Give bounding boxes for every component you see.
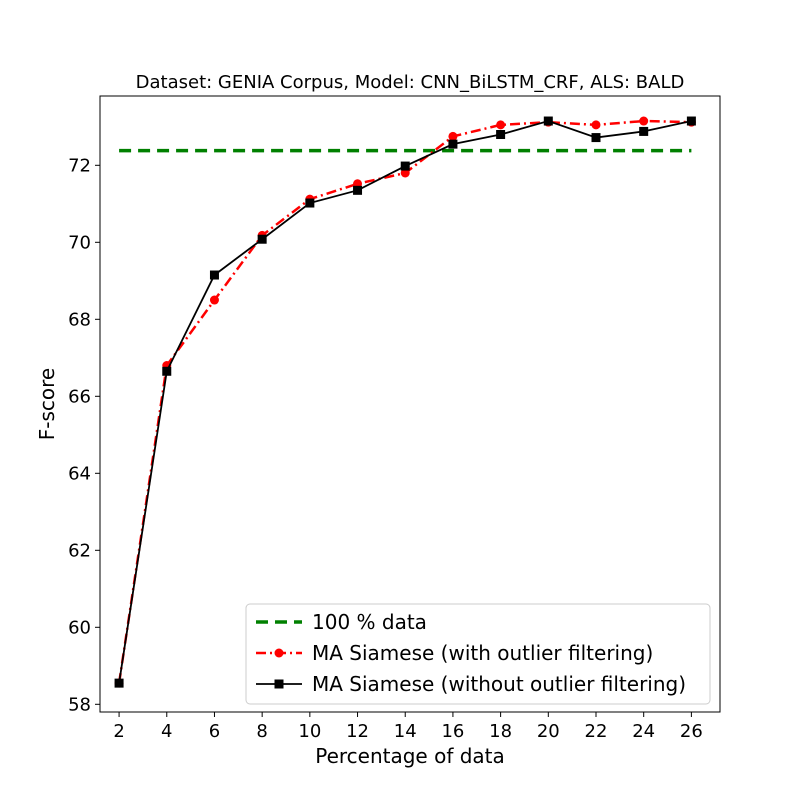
y-tick-label: 72 bbox=[68, 155, 91, 176]
series-line-3 bbox=[118, 120, 692, 684]
x-tick-label: 14 bbox=[394, 721, 417, 742]
y-tick-label: 58 bbox=[68, 694, 91, 715]
data-point bbox=[639, 116, 649, 126]
data-point bbox=[257, 234, 267, 244]
legend-marker bbox=[274, 679, 284, 689]
legend-label: 100 % data bbox=[312, 610, 427, 634]
y-tick-label: 66 bbox=[68, 386, 91, 407]
y-axis-label: F-score bbox=[35, 368, 59, 440]
y-tick-label: 60 bbox=[68, 617, 91, 638]
plot-lines bbox=[114, 116, 696, 688]
legend: 100 % data MA Siamese (with outlier filte… bbox=[245, 603, 711, 705]
data-point bbox=[591, 120, 601, 130]
data-point bbox=[448, 139, 458, 149]
chart-title: Dataset: GENIA Corpus, Model: CNN_BiLSTM… bbox=[136, 72, 685, 93]
x-tick-label: 10 bbox=[298, 721, 321, 742]
data-point bbox=[400, 168, 410, 178]
y-tick-label: 70 bbox=[68, 232, 91, 253]
data-point bbox=[209, 295, 219, 305]
legend-label: MA Siamese (without outlier filtering) bbox=[312, 672, 686, 696]
series-line-2 bbox=[117, 119, 692, 684]
data-point bbox=[162, 366, 172, 376]
data-point bbox=[686, 116, 696, 126]
data-point bbox=[114, 678, 124, 688]
data-point bbox=[305, 198, 315, 208]
data-point bbox=[209, 270, 219, 280]
y-tick-label: 64 bbox=[68, 463, 91, 484]
data-point bbox=[353, 185, 363, 195]
y-tick-label: 62 bbox=[68, 540, 91, 561]
y-tick-label: 68 bbox=[68, 309, 91, 330]
x-tick-label: 24 bbox=[632, 721, 655, 742]
x-tick-label: 20 bbox=[537, 721, 560, 742]
x-tick-label: 6 bbox=[209, 721, 220, 742]
legend-box bbox=[245, 603, 711, 705]
data-point bbox=[639, 126, 649, 136]
x-tick-label: 8 bbox=[256, 721, 267, 742]
data-point bbox=[448, 131, 458, 141]
data-point bbox=[400, 161, 410, 171]
x-tick-label: 16 bbox=[441, 721, 464, 742]
data-point bbox=[496, 130, 506, 139]
data-point bbox=[591, 133, 601, 143]
legend-label: MA Siamese (with outlier filtering) bbox=[312, 641, 653, 665]
x-tick-label: 2 bbox=[113, 721, 124, 742]
x-tick-label: 4 bbox=[161, 721, 172, 742]
x-tick-label: 18 bbox=[489, 721, 512, 742]
legend-items: 100 % data MA Siamese (with outlier filte… bbox=[256, 610, 686, 696]
x-tick-label: 12 bbox=[346, 721, 369, 742]
data-point bbox=[496, 120, 506, 130]
x-axis-label: Percentage of data bbox=[315, 744, 505, 768]
legend-marker bbox=[274, 648, 284, 658]
x-tick-label: 22 bbox=[585, 721, 608, 742]
plot-frame bbox=[99, 95, 721, 713]
data-point bbox=[543, 116, 553, 126]
x-tick-label: 26 bbox=[680, 721, 703, 742]
